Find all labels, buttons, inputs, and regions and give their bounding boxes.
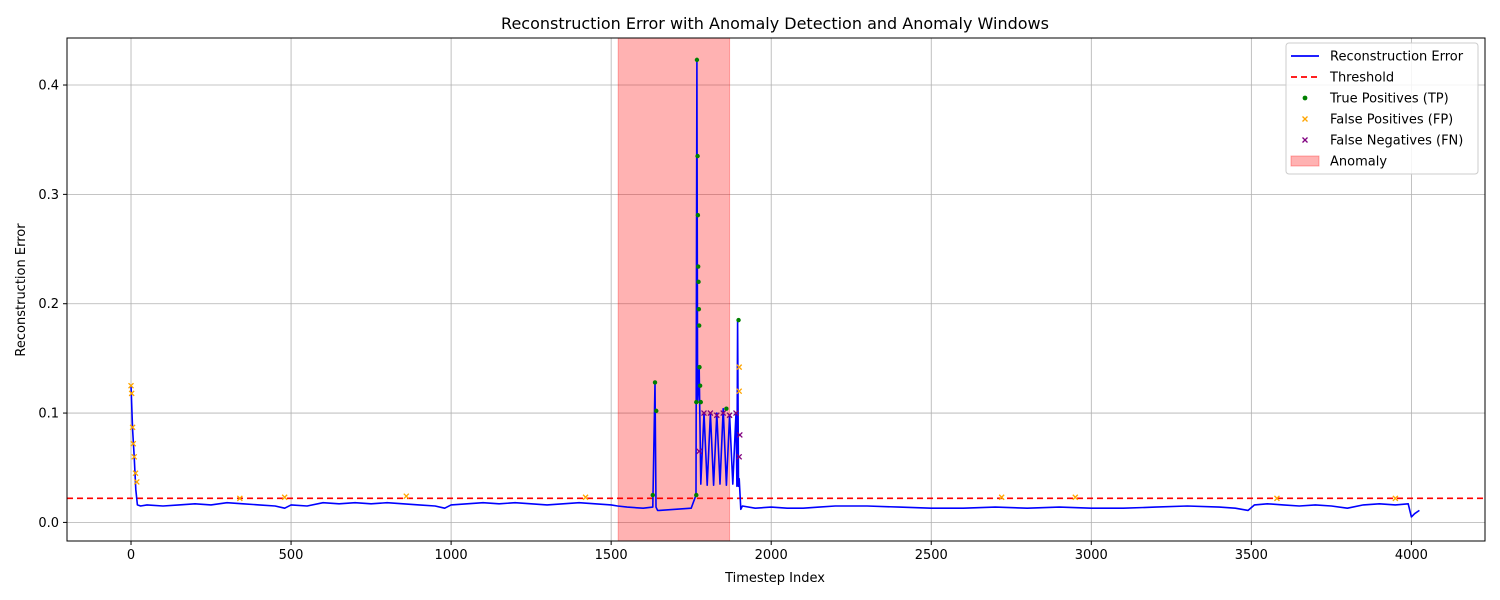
tp-marker <box>695 153 700 159</box>
fn-marker <box>696 448 703 455</box>
fp-marker <box>998 494 1005 501</box>
fp-marker <box>130 440 137 447</box>
x-tick-label: 1000 <box>435 548 468 563</box>
legend-label: Threshold <box>1329 71 1394 86</box>
tp-marker <box>694 399 699 405</box>
legend: Reconstruction Error Threshold True Positi… <box>1285 42 1479 175</box>
tp-marker <box>696 264 701 269</box>
anomaly-window <box>617 37 731 542</box>
x-tick-label: 2500 <box>915 548 948 563</box>
x-tick-label: 500 <box>279 548 304 563</box>
tp-marker <box>724 406 729 411</box>
x-tick-label: 3500 <box>1235 548 1268 563</box>
x-tick-label: 1500 <box>595 548 628 563</box>
fn-marker <box>707 410 714 417</box>
fn-marker <box>720 410 727 417</box>
tp-marker <box>650 492 655 498</box>
x-tick-label: 0 <box>127 548 135 563</box>
x-tick-label: 2000 <box>755 548 788 563</box>
y-tick-label: 0.3 <box>38 188 59 203</box>
legend-label: True Positives (TP) <box>1329 92 1449 107</box>
legend-label: Reconstruction Error <box>1330 50 1464 65</box>
fn-marker <box>736 453 743 460</box>
axes-frame <box>66 37 1486 542</box>
fp-marker <box>131 453 138 460</box>
x-tick-label: 3000 <box>1075 548 1108 563</box>
fp-marker <box>236 495 243 502</box>
legend-box <box>1285 42 1479 175</box>
legend-label: False Negatives (FN) <box>1330 134 1463 149</box>
x-axis-label: Timestep Index <box>724 571 825 586</box>
y-axis-label: Reconstruction Error <box>14 223 29 357</box>
tp-marker <box>698 399 703 405</box>
fp-marker <box>132 470 139 477</box>
fp-marker <box>128 382 134 389</box>
tp-marker <box>696 306 702 312</box>
fn-marker <box>733 410 739 417</box>
fp-marker <box>281 494 288 501</box>
tp-marker <box>694 492 699 498</box>
fp-marker <box>736 364 743 371</box>
fp-marker <box>582 494 589 501</box>
legend-label: False Positives (FP) <box>1330 113 1453 128</box>
series-line <box>130 59 1420 518</box>
fp-marker <box>736 388 743 395</box>
plot-area: 0 500 1000 1500 2000 2500 3000 3500 4000 0.0 0.1 0.… <box>38 37 1486 563</box>
fn-marker <box>736 431 743 438</box>
tp-marker <box>736 317 741 323</box>
tp-marker <box>696 279 701 285</box>
fp-marker <box>128 390 135 397</box>
fn-marker <box>726 412 733 419</box>
x-tick-label: 4000 <box>1395 548 1428 563</box>
y-tick-label: 0.2 <box>38 297 59 312</box>
fp-marker <box>403 493 410 500</box>
y-tick-label: 0.1 <box>38 407 59 422</box>
y-tick-label: 0.4 <box>38 79 59 94</box>
tp-marker <box>696 323 702 328</box>
legend-handle-x <box>1302 137 1308 143</box>
tp-marker <box>697 364 702 370</box>
tp-marker <box>652 380 658 385</box>
fp-marker <box>129 424 136 431</box>
fp-marker <box>1392 495 1399 502</box>
legend-handle-dot <box>1302 95 1308 101</box>
tp-marker <box>697 383 703 388</box>
fp-marker <box>133 478 140 485</box>
tp-marker <box>695 212 701 218</box>
fp-marker <box>1072 494 1079 501</box>
fn-marker <box>701 410 707 417</box>
tp-marker <box>694 57 700 63</box>
fp-marker <box>1273 495 1280 502</box>
legend-handle-x <box>1302 116 1308 122</box>
y-tick-label: 0.0 <box>38 516 59 531</box>
legend-handle-patch <box>1290 155 1320 167</box>
fn-marker <box>713 412 720 419</box>
tp-marker <box>654 408 659 414</box>
legend-label: Anomaly <box>1330 155 1387 170</box>
chart-title: Reconstruction Error with Anomaly Detect… <box>501 14 1049 33</box>
